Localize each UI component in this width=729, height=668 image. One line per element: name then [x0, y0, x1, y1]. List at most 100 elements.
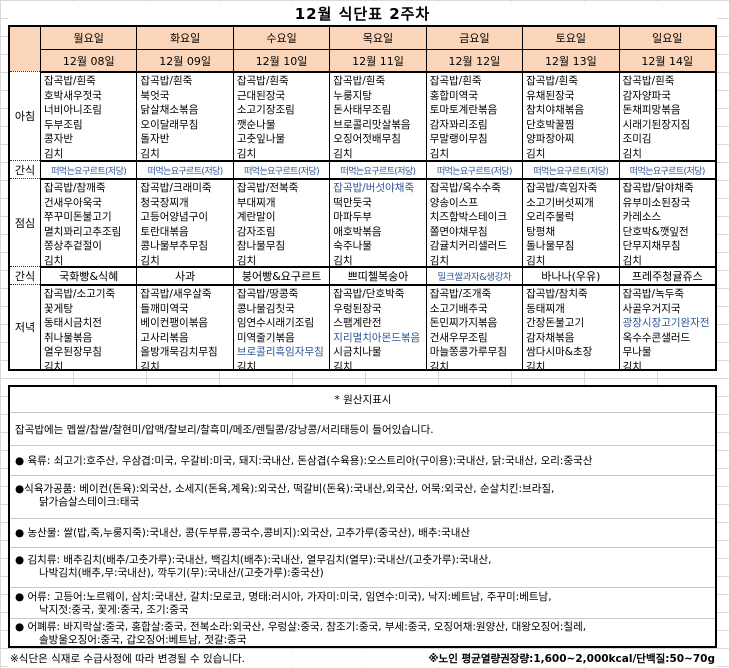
- menu-item: 열우된장무침: [44, 346, 102, 359]
- menu-item: 잡곡밥/땅콩죽: [236, 288, 299, 300]
- menu-cell[interactable]: 잡곡밥/흰죽 호박새우젓국 너비아니조림 두부조림 콩자반 김치: [40, 71, 137, 160]
- day-header-cell[interactable]: 토요일: [522, 27, 619, 49]
- table-corner-cell[interactable]: [10, 27, 40, 71]
- snack-cell[interactable]: 바나나(우유): [522, 266, 619, 284]
- menu-cell[interactable]: 잡곡밥/단호박죽 우렁된장국 스팸계란전 지리멸치아몬드볶음 시금치나물 김치: [329, 284, 426, 369]
- menu-item: 소고기장조림: [236, 104, 295, 117]
- date-header-cell[interactable]: 12월 14일: [618, 49, 715, 71]
- page-title: 12월 식단표 2주차: [8, 2, 717, 25]
- row-label-snack-am[interactable]: 간식: [10, 160, 40, 178]
- menu-item: 잡곡밥/새우살죽: [140, 288, 212, 300]
- snack-cell[interactable]: 프레주청귤쥬스: [618, 266, 715, 284]
- row-label-lunch[interactable]: 점심: [10, 178, 40, 266]
- day-name-label: 화요일: [169, 32, 201, 45]
- menu-item: 잡곡밥/옥수수죽: [429, 182, 501, 194]
- day-header-cell[interactable]: 화요일: [136, 27, 233, 49]
- day-header-cell[interactable]: 일요일: [618, 27, 715, 49]
- date-header-cell[interactable]: 12월 13일: [522, 49, 619, 71]
- menu-item: 소고기버섯찌개: [526, 196, 594, 209]
- origin-intro: 잡곡밥에는 멥쌀/찹쌀/찰현미/압맥/찰보리/찰흑미/메조/렌틸콩/강낭콩/서리…: [10, 412, 715, 445]
- snack-cell[interactable]: 쁘띠첼복숭아: [329, 266, 426, 284]
- date-header-cell[interactable]: 12월 08일: [40, 49, 137, 71]
- date-label: 12월 12일: [448, 54, 501, 68]
- day-name-label: 토요일: [555, 32, 587, 45]
- date-label: 12월 10일: [255, 54, 308, 68]
- snack-cell[interactable]: 떠먹는요구르트(저당): [425, 160, 523, 178]
- menu-cell[interactable]: 잡곡밥/흰죽 누룽지탕 돈사태무조림 브로콜리맛살볶음 오징어젓배무침 김치: [329, 71, 426, 160]
- menu-cell[interactable]: 잡곡밥/옥수수죽 양송이스프 치즈함박스테이크 쫄면야채무침 감귤치커리샐러드 김치: [425, 178, 523, 266]
- menu-item: 고사리볶음: [140, 331, 189, 344]
- menu-item: 잡곡밥/흰죽: [140, 75, 193, 87]
- menu-item: 사골우거지국: [622, 302, 681, 315]
- snack-cell[interactable]: 떠먹는요구르트(저당): [329, 160, 426, 178]
- snack-cell[interactable]: 밀크쌀과자&생강차: [425, 266, 523, 284]
- origin-line: 솔방울오징어:중국, 갑오징어:베트남, 젓갈:중국: [39, 634, 247, 646]
- snack-cell[interactable]: 떠먹는요구르트(저당): [522, 160, 619, 178]
- row-label-breakfast[interactable]: 아침: [10, 71, 40, 160]
- menu-item: 잡곡밥/흰죽: [429, 75, 482, 87]
- menu-item: 쫑상추겉절이: [44, 240, 102, 253]
- menu-cell[interactable]: 잡곡밥/버섯야채죽 떡만둣국 마파두부 애호박볶음 숙주나물 김치: [329, 178, 426, 266]
- snack-cell[interactable]: 국화빵&식혜: [40, 266, 137, 284]
- menu-item: 떠먹는요구르트(저당): [436, 166, 513, 177]
- menu-item: 김치: [526, 147, 546, 160]
- menu-item: 콩나물부추무침: [140, 240, 209, 253]
- menu-item: 김치: [236, 360, 257, 369]
- snack-cell[interactable]: 붕어빵&요구르트: [232, 266, 330, 284]
- origin-bullet: ● 농산물: 쌀(밥,죽,누룽지죽):국내산, 콩(두부류,콩국수,콩비지):외…: [10, 518, 715, 547]
- date-header-cell[interactable]: 12월 12일: [425, 49, 523, 71]
- menu-item: 쫄면야채무침: [429, 225, 488, 238]
- menu-cell[interactable]: 잡곡밥/참치죽 동태찌개 간장돈불고기 감자채볶음 쌈다시마&초장 김치: [522, 284, 619, 369]
- menu-item: 무나물: [622, 346, 652, 359]
- menu-cell[interactable]: 잡곡밥/흰죽 북엇국 닭살채소볶음 오이달래무침 돌자반 김치: [136, 71, 233, 160]
- menu-cell[interactable]: 잡곡밥/녹두죽 사골우거지국 광장시장고기완자전 옥수수콘샐러드 무나물 김치: [618, 284, 715, 369]
- menu-item: 홍합미역국: [429, 89, 479, 102]
- menu-cell[interactable]: 잡곡밥/조개죽 소고기배추국 돈민찌가지볶음 건새우무조림 마늘쫑콩가루무침 김치: [425, 284, 523, 369]
- menu-item: 김치: [429, 254, 450, 266]
- origin-line: ● 김치류: 배추김치(배추/고춧가루):국내산, 백김치(배추):국내산, 열…: [15, 554, 492, 566]
- menu-cell[interactable]: 잡곡밥/전복죽 부대찌개 계란말이 감자조림 참나물무침 김치: [232, 178, 330, 266]
- menu-item: 간장돈불고기: [526, 317, 585, 330]
- snack-cell[interactable]: 떠먹는요구르트(저당): [618, 160, 715, 178]
- menu-cell[interactable]: 잡곡밥/땅콩죽 콩나물김칫국 임연수시래기조림 미역줄기볶음 브로콜리흑임자무침 김치: [232, 284, 330, 369]
- date-header-cell[interactable]: 12월 11일: [329, 49, 426, 71]
- day-header-cell[interactable]: 월요일: [40, 27, 137, 49]
- snack-cell[interactable]: 사과: [136, 266, 233, 284]
- menu-cell[interactable]: 잡곡밥/흰죽 유채된장국 참치야채볶음 단호박꿀찜 양파장아찌 김치: [522, 71, 619, 160]
- menu-item: 잡곡밥/흰죽: [333, 75, 386, 87]
- menu-cell[interactable]: 잡곡밥/소고기죽 꽃게탕 동태시금치전 취나물볶음 열우된장무침 김치: [40, 284, 137, 369]
- menu-cell[interactable]: 잡곡밥/흰죽 감자양파국 돈채피망볶음 시래기된장지짐 조미김 김치: [618, 71, 715, 160]
- menu-cell[interactable]: 잡곡밥/흰죽 홍합미역국 토마토계란볶음 감자꽈리조림 무말랭이무침 김치: [425, 71, 523, 160]
- menu-item: 꽃게탕: [44, 302, 73, 315]
- snack-cell[interactable]: 떠먹는요구르트(저당): [40, 160, 137, 178]
- menu-item: 참치야채볶음: [526, 104, 585, 117]
- menu-item: 동태찌개: [526, 302, 565, 315]
- menu-cell[interactable]: 잡곡밥/흑임자죽 소고기버섯찌개 오리주물럭 탕평채 돌나물무침 김치: [522, 178, 619, 266]
- snack-cell[interactable]: 떠먹는요구르트(저당): [232, 160, 330, 178]
- menu-item: 오징어젓배무침: [333, 133, 401, 146]
- menu-item: 떠먹는요구르트(저당): [147, 166, 224, 177]
- origin-line: 닭가슴살스테이크:태국: [39, 496, 140, 508]
- menu-item: 단호박&깻잎전: [622, 225, 689, 238]
- menu-cell[interactable]: 잡곡밥/참깨죽 건새우아욱국 쭈꾸미돈불고기 멸치꽈리고추조림 쫑상추겉절이 김치: [40, 178, 137, 266]
- menu-item: 쭈꾸미돈불고기: [44, 211, 112, 224]
- row-label-dinner[interactable]: 저녁: [10, 284, 40, 369]
- day-header-cell[interactable]: 금요일: [425, 27, 523, 49]
- menu-item: 쁘띠첼복숭아: [347, 270, 409, 283]
- menu-item: 돈사태무조림: [333, 104, 392, 117]
- day-header-cell[interactable]: 수요일: [232, 27, 330, 49]
- menu-item: 돈민찌가지볶음: [429, 317, 498, 330]
- menu-item: 브로콜리맛살볶음: [333, 118, 411, 131]
- menu-cell[interactable]: 잡곡밥/닭야채죽 유부미소된장국 카레소스 단호박&깻잎전 단무지채무침 김치: [618, 178, 715, 266]
- menu-item: 고등어양념구이: [140, 211, 209, 224]
- menu-item: 떠먹는요구르트(저당): [244, 166, 320, 177]
- day-header-cell[interactable]: 목요일: [329, 27, 426, 49]
- menu-cell[interactable]: 잡곡밥/크래미죽 청국장찌개 고등어양념구이 토란대볶음 콩나물부추무침 김치: [136, 178, 233, 266]
- menu-cell[interactable]: 잡곡밥/흰죽 근대된장국 소고기장조림 깻순나물 고춧잎나물 김치: [232, 71, 330, 160]
- date-header-cell[interactable]: 12월 09일: [136, 49, 233, 71]
- row-label-snack-pm[interactable]: 간식: [10, 266, 40, 284]
- date-header-cell[interactable]: 12월 10일: [232, 49, 330, 71]
- menu-cell[interactable]: 잡곡밥/새우살죽 들깨미역국 베이컨팽이볶음 고사리볶음 올방개묵김치무침 김치: [136, 284, 233, 369]
- snack-cell[interactable]: 떠먹는요구르트(저당): [136, 160, 233, 178]
- menu-item: 북엇국: [140, 89, 170, 102]
